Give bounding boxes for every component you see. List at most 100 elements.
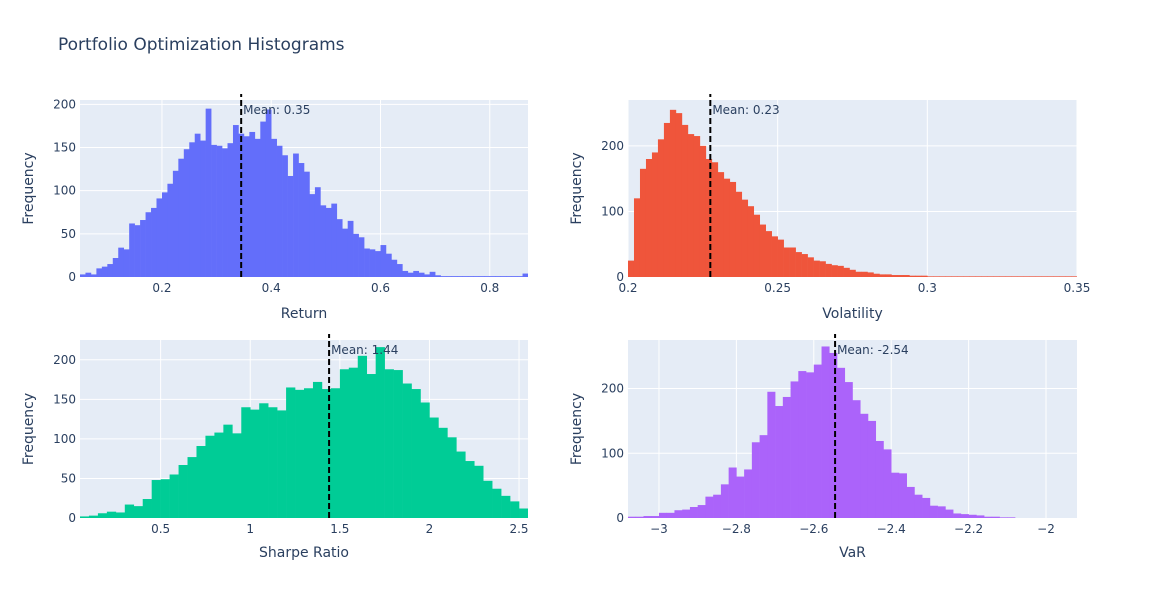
histogram-bar — [922, 497, 931, 518]
histogram-bar — [867, 272, 874, 277]
histogram-bar — [705, 496, 714, 518]
histogram-bar — [867, 420, 877, 518]
histogram-bar — [411, 389, 421, 518]
histogram-bar — [991, 516, 1000, 518]
histogram-bar — [939, 276, 946, 277]
histogram-bar — [669, 109, 677, 277]
histogram-bar — [909, 275, 916, 277]
subplot-return: Mean: 0.35 0 50 100 150 200 0.2 0.4 0.6 0.8 Return… — [21, 94, 528, 322]
y-axis-title: Frequency — [569, 152, 585, 224]
histogram-bar — [744, 469, 753, 518]
x-tick-label: 2.5 — [509, 522, 528, 536]
histogram-bar — [697, 505, 706, 518]
histogram-bars — [80, 108, 528, 277]
histogram-bar — [115, 512, 126, 518]
histogram-bar — [489, 276, 496, 277]
x-tick-label: 0.3 — [918, 281, 937, 295]
histogram-bars — [80, 347, 528, 518]
histogram-bar — [927, 276, 934, 277]
histogram-bar — [265, 109, 272, 277]
histogram-bar — [325, 207, 332, 277]
histogram-bar — [353, 233, 359, 277]
y-axis-title: Frequency — [569, 393, 585, 465]
histogram-bar — [741, 199, 749, 277]
histogram-bar — [90, 274, 97, 277]
histogram-bar — [674, 510, 683, 518]
histogram-bar — [883, 449, 892, 518]
histogram-bar — [330, 388, 341, 518]
histogram-bar — [339, 369, 350, 518]
histogram-bar — [456, 451, 466, 518]
histogram-bar — [825, 263, 832, 277]
histogram-bar — [413, 270, 420, 277]
histogram-bar — [968, 514, 977, 518]
y-tick-label: 50 — [61, 471, 76, 485]
histogram-bar — [984, 516, 993, 518]
histogram-bar — [963, 276, 970, 277]
x-tick-label: 0.4 — [262, 281, 281, 295]
mean-annotation: Mean: -2.54 — [837, 343, 909, 357]
histogram-bar — [282, 155, 288, 277]
histogram-bar — [1071, 276, 1077, 277]
histogram-bar — [140, 220, 146, 277]
histogram-bar — [151, 207, 157, 277]
histogram-bar — [813, 260, 820, 277]
histogram-bar — [987, 276, 994, 277]
histogram-bar — [717, 172, 725, 277]
histogram-bar — [420, 402, 430, 518]
histogram-bar — [969, 276, 976, 277]
y-tick-label: 0 — [68, 511, 76, 525]
x-tick-label: 0.6 — [371, 281, 390, 295]
histogram-bar — [205, 108, 212, 277]
histogram-bar — [194, 133, 201, 277]
histogram-bar — [666, 512, 675, 518]
histogram-bar — [364, 248, 370, 277]
histogram-bar — [407, 272, 414, 277]
y-tick-label: 0 — [68, 270, 76, 284]
histogram-bar — [309, 194, 316, 277]
histogram-bar — [88, 515, 99, 518]
histogram-bar — [134, 225, 141, 277]
histogram-bar — [366, 374, 376, 518]
y-axis-title: Frequency — [21, 152, 37, 224]
y-tick-label: 200 — [601, 139, 624, 153]
histogram-bar — [945, 509, 954, 518]
histogram-bar — [250, 409, 260, 518]
histogram-bar — [393, 370, 403, 518]
histogram-bar — [945, 276, 952, 277]
histogram-bar — [151, 480, 161, 518]
histogram-bar — [801, 254, 808, 277]
histogram-bar — [145, 212, 152, 277]
histogram-bar — [1035, 276, 1042, 277]
histogram-bar — [161, 192, 168, 277]
histogram-bar — [214, 432, 224, 518]
histogram-bar — [837, 265, 844, 277]
histogram-bar — [1023, 276, 1030, 277]
histogram-bar — [658, 512, 668, 518]
histogram-bar — [241, 407, 251, 518]
histogram-bar — [347, 220, 354, 277]
histogram-bar — [473, 276, 480, 277]
histogram-bar — [798, 371, 807, 518]
histogram-bar — [375, 347, 385, 518]
histogram-bar — [243, 136, 250, 277]
histogram-bar — [451, 276, 458, 277]
histogram-bar — [304, 171, 310, 277]
histogram-bar — [506, 276, 512, 277]
histogram-bar — [628, 260, 635, 277]
subplot-sharpe-ratio: Mean: 1.44 0 50 100 150 200 0.5 1 1.5 2 2.5 Sharpe … — [21, 334, 529, 561]
histogram-bar — [321, 389, 332, 518]
histogram-bar — [645, 159, 653, 277]
histogram-bar — [304, 388, 314, 518]
histogram-bar — [440, 276, 447, 277]
histogram-bar — [211, 144, 217, 277]
histogram-bar — [821, 346, 830, 518]
histogram-bar — [735, 191, 743, 277]
histogram-bar — [976, 515, 985, 518]
histogram-bar — [101, 266, 108, 277]
histogram-bar — [259, 403, 269, 518]
histogram-bar — [981, 276, 988, 277]
histogram-bar — [447, 437, 457, 518]
histogram-bar — [635, 516, 644, 518]
subplot-volatility: Mean: 0.23 0 100 200 0.2 0.25 0.3 0.35 Volatilit… — [569, 94, 1090, 322]
